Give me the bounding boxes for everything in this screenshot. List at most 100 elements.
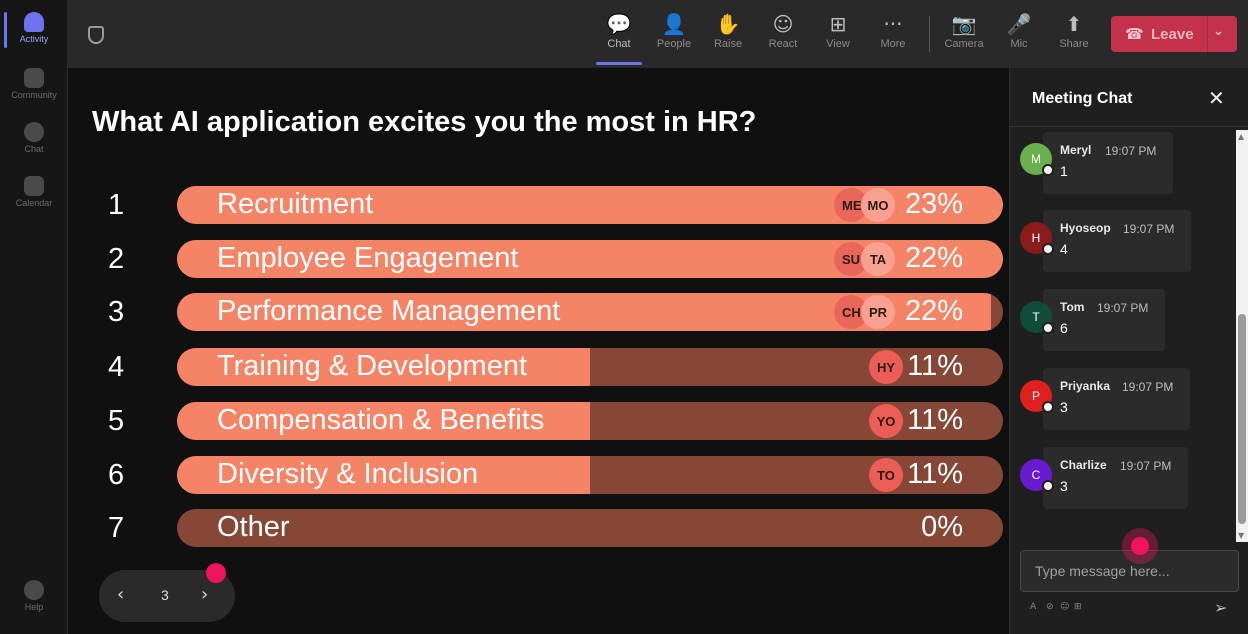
toolbar-chat-button[interactable]: 💬 Chat xyxy=(594,10,644,60)
option-label: Performance Management xyxy=(217,295,561,327)
avatar: HY xyxy=(869,350,903,384)
chat-scrollbar[interactable]: ▲ ▼ xyxy=(1236,130,1248,542)
toolbar-react-button[interactable]: ☺ React xyxy=(758,10,808,60)
status-icon xyxy=(1042,243,1054,255)
rail-item-label: Calendar xyxy=(15,198,53,208)
chevron-right-icon[interactable]: › xyxy=(201,584,209,605)
rail-item-help[interactable]: Help xyxy=(0,580,68,612)
message-text: 4 xyxy=(1060,241,1068,257)
message-time: 19:07 PM xyxy=(1122,380,1174,394)
chat-message-input[interactable] xyxy=(1020,550,1239,592)
rail-item-activity[interactable]: Activity xyxy=(0,12,68,48)
poll-option-row: 4 Training & Development HY 11% xyxy=(68,348,1009,386)
meeting-toolbar: 💬 Chat 👤 People ✋ Raise ☺ React ⊞ View ·… xyxy=(68,0,1248,68)
rail-item-community[interactable]: Community xyxy=(0,68,68,100)
toolbar-camera-button[interactable]: 📷 Camera xyxy=(939,10,989,60)
poll-option-row: 3 Performance Management CH PR 22% xyxy=(68,293,1009,331)
avatar: PR xyxy=(861,295,895,329)
send-icon[interactable]: ➢ xyxy=(1214,598,1228,617)
toolbar-camera-label: Camera xyxy=(944,38,984,50)
option-percent: 23% xyxy=(904,188,963,220)
gif-icon[interactable]: ⊞ xyxy=(1074,602,1082,612)
status-icon xyxy=(1042,164,1054,176)
format-text-icon[interactable]: A xyxy=(1030,602,1037,612)
option-percent: 0% xyxy=(921,511,963,543)
pointer-indicator xyxy=(1122,528,1158,564)
avatar: M xyxy=(1020,143,1054,176)
chat-message: Tom 19:07 PM 6 xyxy=(1043,289,1165,351)
poll-option-row: 7 Other 0% xyxy=(68,509,1009,547)
react-icon: ☺ xyxy=(772,12,794,36)
result-bar-fill xyxy=(177,348,590,386)
result-bar: Employee Engagement SU TA 22% xyxy=(177,240,1003,278)
option-number: 7 xyxy=(108,512,125,544)
toolbar-share-label: Share xyxy=(1059,38,1089,50)
emoji-icon[interactable]: ☺ xyxy=(1060,602,1070,612)
camera-off-icon: 📷 xyxy=(951,12,977,36)
rail-item-label: Chat xyxy=(24,144,44,154)
rail-item-calendar[interactable]: Calendar xyxy=(0,176,68,208)
leave-split-divider xyxy=(1207,16,1208,52)
option-number: 4 xyxy=(108,351,125,383)
toolbar-more-button[interactable]: ··· More xyxy=(868,10,918,60)
avatar-initial: C xyxy=(1031,468,1041,482)
leave-button[interactable]: ☎ Leave ⌄ xyxy=(1111,16,1237,52)
pointer-indicator xyxy=(206,563,226,583)
poll-option-row: 5 Compensation & Benefits YO 11% xyxy=(68,402,1009,440)
toolbar-raise-button[interactable]: ✋ Raise xyxy=(703,10,753,60)
attach-icon[interactable]: ⊘ xyxy=(1046,602,1054,612)
app-rail: Activity Community Chat Calendar Help xyxy=(0,0,68,634)
result-bar: Diversity & Inclusion TO 11% xyxy=(177,456,1003,494)
option-label: Diversity & Inclusion xyxy=(217,458,479,490)
result-bar: Other 0% xyxy=(177,509,1003,547)
option-label: Training & Development xyxy=(217,350,528,382)
raise-hand-icon: ✋ xyxy=(715,12,741,36)
page-number: 3 xyxy=(161,587,169,603)
toolbar-raise-label: Raise xyxy=(713,38,743,50)
more-icon: ··· xyxy=(883,12,903,36)
result-bar: Recruitment ME MO 23% xyxy=(177,186,1003,224)
chevron-left-icon[interactable]: ‹ xyxy=(117,584,125,605)
result-bar: Training & Development HY 11% xyxy=(177,348,1003,386)
scrollbar-thumb[interactable] xyxy=(1238,314,1246,524)
option-label: Recruitment xyxy=(217,188,374,220)
shield-icon[interactable] xyxy=(88,26,104,44)
scroll-down-icon[interactable]: ▼ xyxy=(1238,531,1245,540)
toolbar-mic-button[interactable]: 🎤 Mic xyxy=(994,10,1044,60)
option-label: Compensation & Benefits xyxy=(217,404,545,436)
toolbar-view-button[interactable]: ⊞ View xyxy=(813,10,863,60)
avatar: TO xyxy=(869,458,903,492)
result-bar: Performance Management CH PR 22% xyxy=(177,293,1003,331)
option-percent: 11% xyxy=(907,458,963,490)
rail-item-label: Help xyxy=(24,602,44,612)
toolbar-view-label: View xyxy=(826,38,850,50)
rail-item-label: Community xyxy=(11,90,57,100)
toolbar-people-button[interactable]: 👤 People xyxy=(649,10,699,60)
rail-item-label: Activity xyxy=(19,34,49,44)
status-icon xyxy=(1042,401,1054,413)
avatar-initial: H xyxy=(1031,231,1041,245)
toolbar-people-label: People xyxy=(656,38,692,50)
chat-icon xyxy=(24,122,44,142)
message-time: 19:07 PM xyxy=(1097,301,1149,315)
divider xyxy=(1010,126,1248,127)
people-icon: 👤 xyxy=(661,12,687,36)
option-number: 6 xyxy=(108,459,125,491)
toolbar-divider xyxy=(929,16,930,52)
chevron-down-icon[interactable]: ⌄ xyxy=(1213,24,1224,39)
toolbar-share-button[interactable]: ⬆ Share xyxy=(1049,10,1099,60)
avatar-initial: M xyxy=(1031,152,1041,166)
view-icon: ⊞ xyxy=(829,12,847,36)
close-icon[interactable]: ✕ xyxy=(1208,86,1225,110)
rail-item-chat[interactable]: Chat xyxy=(0,122,68,154)
avatar-initial: P xyxy=(1031,389,1040,403)
calendar-icon xyxy=(24,176,44,196)
avatar: TA xyxy=(861,242,895,276)
avatar: C xyxy=(1020,459,1054,492)
message-text: 6 xyxy=(1060,320,1068,336)
poll-option-row: 6 Diversity & Inclusion TO 11% xyxy=(68,456,1009,494)
leave-label: Leave xyxy=(1151,25,1194,43)
scroll-up-icon[interactable]: ▲ xyxy=(1238,132,1245,141)
avatar-initial: T xyxy=(1032,310,1040,324)
sender-name: Meryl xyxy=(1060,143,1092,157)
